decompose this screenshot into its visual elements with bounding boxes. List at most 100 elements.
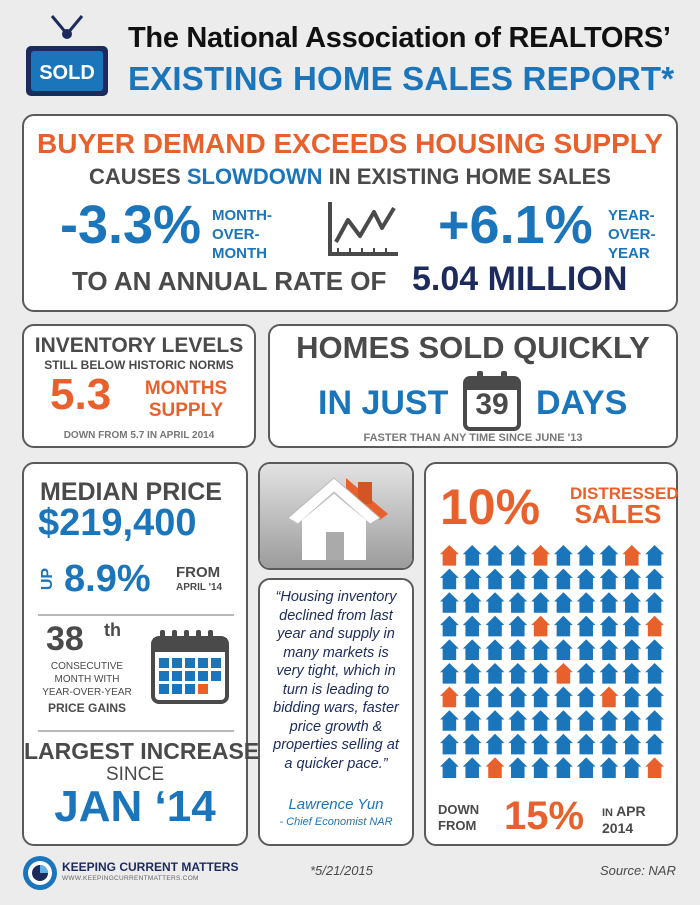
median-price-card: MEDIAN PRICE $219,400 UP 8.9% FROM APRIL… — [22, 462, 259, 846]
yoy-label-1: YEAR- — [608, 207, 655, 224]
house-grid-icon — [576, 663, 596, 684]
house-grid — [440, 545, 664, 778]
down-value: 15% — [504, 794, 585, 838]
up-label: UP — [39, 567, 56, 591]
calendar-cell — [159, 671, 169, 681]
house-grid-icon — [554, 757, 573, 778]
house-grid-icon — [645, 568, 664, 590]
house-grid-icon — [645, 733, 664, 755]
house-grid-icon — [531, 592, 550, 613]
calendar-cell — [172, 658, 182, 668]
house-grid-icon — [440, 639, 459, 660]
house-grid-icon — [576, 757, 596, 778]
kcm-logo-icon — [23, 856, 57, 890]
quote-text: “Housing inventory declined from last ye… — [273, 589, 399, 772]
annual-rate-value: 5.04 MILLION — [412, 260, 628, 298]
house-grid-icon — [622, 733, 642, 755]
distressed-sales-card: 10% DISTRESSED SALES DOWN FROM 15% IN AP… — [424, 462, 679, 846]
house-grid-icon — [622, 639, 642, 660]
house-grid-icon — [462, 710, 482, 731]
divider — [38, 614, 234, 616]
yoy-label-3: YEAR — [608, 245, 650, 262]
house-grid-icon — [485, 545, 505, 566]
house-image-card — [258, 462, 414, 570]
consecutive-line-1: CONSECUTIVE — [50, 661, 124, 672]
yoy-label: YEAR- OVER- YEAR — [608, 206, 656, 263]
inventory-title: INVENTORY LEVELS — [34, 334, 244, 357]
house-grid-icon — [622, 710, 642, 731]
house-grid-icon — [531, 568, 550, 590]
house-grid-icon — [645, 710, 664, 731]
demand-sub-a: CAUSES — [89, 164, 187, 189]
house-grid-icon — [485, 733, 505, 755]
house-grid-icon — [462, 568, 482, 590]
mom-label-2: OVER- — [212, 226, 260, 243]
house-grid-icon — [554, 663, 573, 684]
line-chart-icon — [328, 202, 398, 256]
in-date-label: IN APR 2014 — [602, 804, 646, 836]
house-icon — [260, 464, 412, 568]
house-grid-icon — [576, 592, 596, 613]
house-grid-icon — [462, 663, 482, 684]
sold-quickly-title: HOMES SOLD QUICKLY — [296, 330, 650, 365]
house-grid-icon — [531, 733, 550, 755]
calendar-cell — [211, 671, 221, 681]
calendar-cell — [172, 684, 182, 694]
from-label: FROM — [176, 564, 221, 581]
house-grid-icon — [554, 568, 573, 590]
house-grid-icon — [599, 686, 619, 708]
consecutive-number: 38 — [46, 620, 84, 658]
house-grid-icon — [576, 686, 596, 708]
calendar-cell — [159, 658, 169, 668]
house-grid-icon — [622, 592, 642, 613]
median-price: $219,400 — [38, 502, 197, 544]
consecutive-text: CONSECUTIVE MONTH WITH YEAR-OVER-YEAR — [26, 660, 148, 699]
house-grid-icon — [645, 545, 664, 566]
house-grid-icon — [508, 615, 528, 637]
house-grid-icon — [531, 615, 550, 637]
calendar-cell — [185, 658, 195, 668]
calendar-cell — [198, 671, 208, 681]
footnote: *5/21/2015 — [310, 863, 373, 878]
house-grid-icon — [622, 686, 642, 708]
house-grid-icon — [485, 592, 505, 613]
house-grid-icon — [440, 615, 459, 637]
in-label: IN — [602, 807, 613, 819]
house-grid-icon — [531, 545, 550, 566]
house-grid-icon — [508, 663, 528, 684]
house-grid-icon — [554, 545, 573, 566]
house-grid-icon — [440, 545, 459, 566]
house-grid-icon — [440, 592, 459, 613]
house-grid-icon — [485, 663, 505, 684]
from-label: FROM — [438, 818, 477, 833]
house-grid-icon — [554, 733, 573, 755]
house-grid-icon — [462, 686, 482, 708]
annual-rate-label: TO AN ANNUAL RATE OF — [72, 266, 387, 296]
house-grid-icon — [599, 663, 619, 684]
distressed-value: 10% — [440, 479, 541, 535]
house-grid-icon — [554, 710, 573, 731]
distressed-label-2: SALES — [574, 499, 662, 529]
house-grid-icon — [599, 639, 619, 660]
sold-sign-icon: SOLD — [26, 15, 108, 96]
brand-name: KEEPING CURRENT MATTERS — [62, 860, 239, 874]
mom-label-3: MONTH — [212, 245, 267, 262]
house-grid-icon — [554, 615, 573, 637]
house-grid-icon — [645, 615, 664, 637]
demand-sub-slowdown: SLOWDOWN — [186, 164, 323, 189]
house-grid-icon — [508, 733, 528, 755]
consecutive-suffix: th — [104, 620, 121, 640]
house-grid-icon — [485, 757, 505, 778]
inventory-down-note: DOWN FROM 5.7 IN APRIL 2014 — [63, 430, 215, 441]
house-grid-icon — [645, 686, 664, 708]
house-grid-icon — [599, 733, 619, 755]
house-grid-icon — [508, 639, 528, 660]
house-grid-icon — [554, 592, 573, 613]
distressed-label: DISTRESSED SALES — [570, 484, 679, 529]
from-date: APRIL '14 — [176, 582, 223, 593]
house-grid-icon — [576, 545, 596, 566]
quote-author: Lawrence Yun — [288, 796, 384, 813]
house-grid-icon — [531, 663, 550, 684]
house-grid-icon — [508, 592, 528, 613]
house-grid-icon — [440, 710, 459, 731]
